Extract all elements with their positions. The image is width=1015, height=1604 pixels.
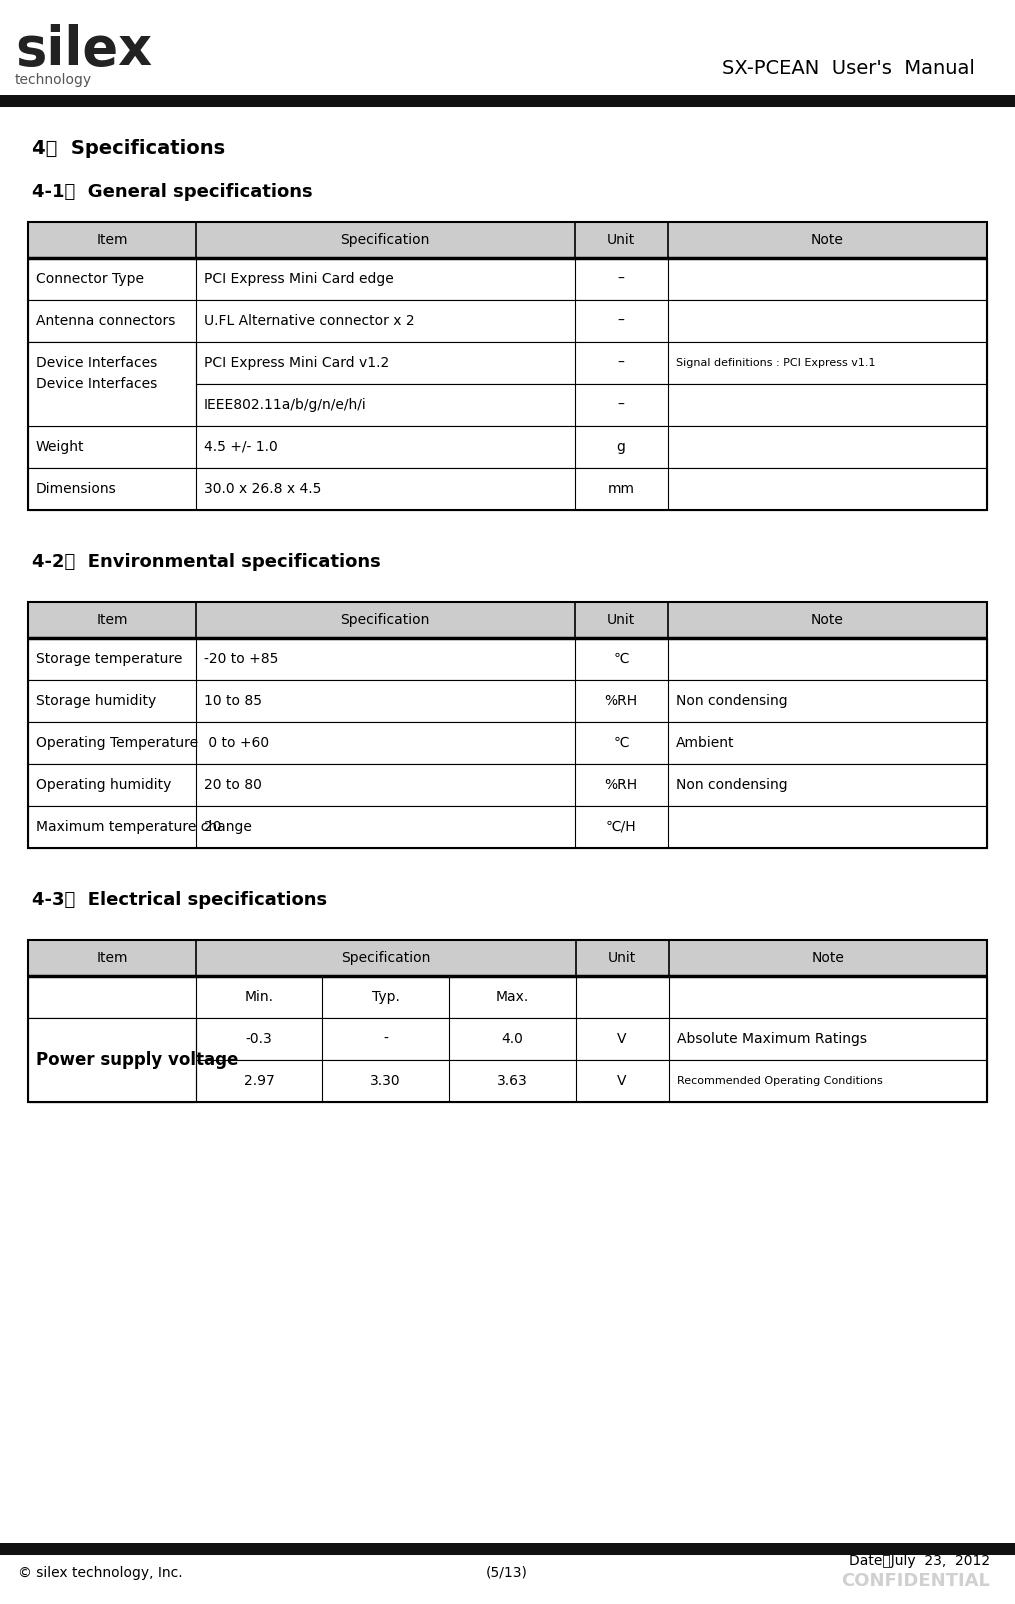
Text: 4-3．  Electrical specifications: 4-3． Electrical specifications — [32, 890, 327, 909]
Text: Antenna connectors: Antenna connectors — [36, 314, 176, 327]
Bar — [28, 468, 987, 510]
Text: Unit: Unit — [608, 951, 636, 966]
Bar — [28, 940, 987, 1102]
Text: g: g — [617, 439, 625, 454]
Text: Device Interfaces: Device Interfaces — [36, 377, 157, 391]
Bar — [28, 258, 987, 300]
Text: Connector Type: Connector Type — [36, 273, 144, 286]
Text: V: V — [617, 1031, 627, 1046]
Text: 4-2．  Environmental specifications: 4-2． Environmental specifications — [32, 553, 381, 571]
Text: Unit: Unit — [607, 613, 635, 627]
Bar — [28, 805, 987, 849]
Text: 4.5 +/- 1.0: 4.5 +/- 1.0 — [204, 439, 277, 454]
Text: Max.: Max. — [495, 990, 529, 1004]
Bar — [28, 300, 987, 342]
Bar — [28, 221, 987, 258]
Text: 4-1．  General specifications: 4-1． General specifications — [32, 183, 313, 200]
Text: Item: Item — [96, 951, 128, 966]
Text: Unit: Unit — [607, 233, 635, 247]
Text: SX-PCEAN  User's  Manual: SX-PCEAN User's Manual — [722, 58, 975, 77]
Text: Dimensions: Dimensions — [36, 481, 117, 496]
Bar — [0, 95, 1015, 107]
Text: Device Interfaces: Device Interfaces — [36, 356, 157, 371]
Text: Date：July  23,  2012: Date：July 23, 2012 — [849, 1554, 990, 1569]
Text: %RH: %RH — [605, 695, 637, 707]
Text: 4.0: 4.0 — [501, 1031, 524, 1046]
Text: PCI Express Mini Card edge: PCI Express Mini Card edge — [204, 273, 394, 286]
Bar — [28, 1060, 987, 1102]
Text: Min.: Min. — [245, 990, 274, 1004]
Text: Non condensing: Non condensing — [676, 778, 788, 792]
Text: IEEE802.11a/b/g/n/e/h/i: IEEE802.11a/b/g/n/e/h/i — [204, 398, 366, 412]
Text: 4．  Specifications: 4． Specifications — [32, 138, 225, 157]
Text: -20 to +85: -20 to +85 — [204, 651, 278, 666]
Text: © silex technology, Inc.: © silex technology, Inc. — [18, 1566, 183, 1580]
Bar — [28, 764, 987, 805]
Text: Weight: Weight — [36, 439, 84, 454]
Text: Storage temperature: Storage temperature — [36, 651, 183, 666]
Bar — [28, 221, 987, 510]
Text: Specification: Specification — [341, 951, 430, 966]
Bar — [28, 427, 987, 468]
Text: Ambient: Ambient — [676, 736, 734, 751]
Text: Storage humidity: Storage humidity — [36, 695, 156, 707]
Text: 2.97: 2.97 — [244, 1075, 274, 1088]
Text: Maximum temperature change: Maximum temperature change — [36, 820, 252, 834]
Text: Operating Temperature: Operating Temperature — [36, 736, 198, 751]
Text: –: – — [618, 273, 624, 286]
Text: %RH: %RH — [605, 778, 637, 792]
Text: 3.30: 3.30 — [370, 1075, 401, 1088]
Bar — [28, 940, 987, 975]
Text: technology: technology — [15, 74, 92, 87]
Text: mm: mm — [608, 481, 634, 496]
Text: Note: Note — [811, 613, 843, 627]
Text: 3.63: 3.63 — [497, 1075, 528, 1088]
Bar — [28, 638, 987, 680]
Text: 30.0 x 26.8 x 4.5: 30.0 x 26.8 x 4.5 — [204, 481, 321, 496]
Text: Typ.: Typ. — [371, 990, 400, 1004]
Text: Signal definitions : PCI Express v1.1: Signal definitions : PCI Express v1.1 — [676, 358, 875, 367]
Text: 20 to 80: 20 to 80 — [204, 778, 262, 792]
Bar — [28, 1019, 987, 1060]
Text: 20: 20 — [204, 820, 221, 834]
Bar — [28, 602, 987, 849]
Text: (5/13): (5/13) — [486, 1566, 528, 1580]
Text: CONFIDENTIAL: CONFIDENTIAL — [841, 1572, 990, 1590]
Bar — [28, 383, 987, 427]
Bar — [28, 680, 987, 722]
Text: ℃/H: ℃/H — [606, 820, 636, 834]
Text: Non condensing: Non condensing — [676, 695, 788, 707]
Text: silex: silex — [15, 24, 152, 75]
Text: 10 to 85: 10 to 85 — [204, 695, 262, 707]
Text: PCI Express Mini Card v1.2: PCI Express Mini Card v1.2 — [204, 356, 389, 371]
Bar — [28, 722, 987, 764]
Bar — [0, 1543, 1015, 1554]
Text: Note: Note — [811, 233, 843, 247]
Text: Item: Item — [96, 233, 128, 247]
Text: -0.3: -0.3 — [246, 1031, 272, 1046]
Bar — [28, 1019, 196, 1102]
Text: ℃: ℃ — [613, 651, 629, 666]
Bar — [28, 342, 987, 383]
Text: V: V — [617, 1075, 627, 1088]
Bar — [28, 342, 196, 427]
Text: Item: Item — [96, 613, 128, 627]
Text: –: – — [618, 398, 624, 412]
Text: Recommended Operating Conditions: Recommended Operating Conditions — [677, 1076, 882, 1086]
Bar — [28, 602, 987, 638]
Text: 0 to +60: 0 to +60 — [204, 736, 269, 751]
Text: -: - — [384, 1031, 388, 1046]
Text: Specification: Specification — [341, 613, 430, 627]
Text: Specification: Specification — [341, 233, 430, 247]
Text: Power supply voltage: Power supply voltage — [36, 1051, 239, 1068]
Text: Operating humidity: Operating humidity — [36, 778, 172, 792]
Text: –: – — [618, 356, 624, 371]
Text: Absolute Maximum Ratings: Absolute Maximum Ratings — [677, 1031, 867, 1046]
Bar — [28, 975, 987, 1019]
Text: ℃: ℃ — [613, 736, 629, 751]
Text: U.FL Alternative connector x 2: U.FL Alternative connector x 2 — [204, 314, 414, 327]
Text: –: – — [618, 314, 624, 327]
Text: Note: Note — [811, 951, 844, 966]
